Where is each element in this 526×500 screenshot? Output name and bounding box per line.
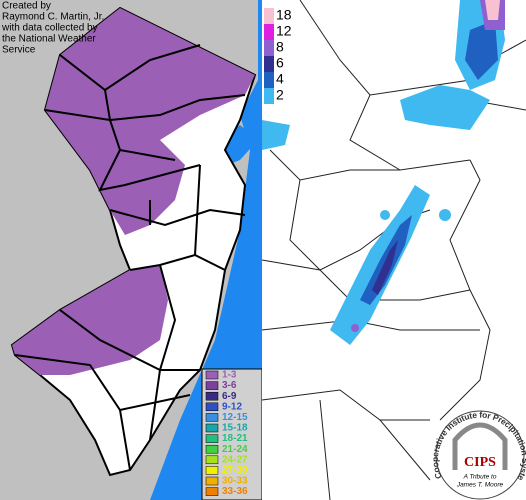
legend-label: 12 <box>276 23 292 39</box>
logo-name: CIPS <box>464 455 496 470</box>
legend-swatch <box>264 40 274 56</box>
snow-zone-south <box>12 265 168 375</box>
snowfall <box>262 0 505 345</box>
legend-label: 24-27 <box>222 454 248 465</box>
legend-swatch <box>205 476 219 486</box>
legend-swatch <box>264 88 274 104</box>
county-lines <box>14 44 246 471</box>
legend-swatch <box>205 444 219 454</box>
legend-swatch <box>264 8 274 24</box>
legend-swatch <box>264 24 274 40</box>
legend-label: 1-3 <box>222 370 237 381</box>
legend-swatch <box>205 402 219 412</box>
legend-label: 9-12 <box>222 401 242 412</box>
legend-label: 27-30 <box>222 465 248 476</box>
credit-line: Raymond C. Martin, Jr. <box>2 12 104 23</box>
legend-label: 4 <box>276 71 284 87</box>
credit-line: the National Weather <box>2 34 96 45</box>
legend-swatch <box>205 381 219 390</box>
legend-swatch <box>205 370 219 380</box>
legend-swatch <box>205 466 219 475</box>
legend-swatch <box>205 391 219 401</box>
legend-label: 2 <box>276 87 284 103</box>
snow-zone-north <box>45 8 255 235</box>
logo-ring <box>435 410 525 500</box>
credit-line: with data collected by <box>1 23 98 34</box>
legend-swatch <box>264 56 274 72</box>
legend-label: 21-24 <box>222 444 248 455</box>
legend-label: 3-6 <box>222 380 237 391</box>
legend-swatch <box>205 413 219 422</box>
legend-swatch <box>205 423 219 433</box>
logo-tribute: A Tribute to <box>463 474 497 481</box>
legend-label: 30-33 <box>222 476 248 487</box>
legend-swatch <box>264 72 274 88</box>
credit-line: Service <box>2 45 36 56</box>
legend-swatch <box>205 434 219 443</box>
legend-swatch <box>205 487 219 496</box>
legend-label: 15-18 <box>222 423 248 434</box>
legend-label: 6-9 <box>222 391 237 402</box>
logo-arch <box>452 422 508 470</box>
logo-tribute: James T. Moore <box>456 482 504 489</box>
state-lines <box>261 0 526 500</box>
legend-label: 12-15 <box>222 412 248 423</box>
credit-line: Created by <box>2 1 51 12</box>
legend-label: 33-36 <box>222 486 248 497</box>
legend-label: 8 <box>276 39 284 55</box>
legend-label: 18-21 <box>222 433 248 444</box>
nj-legend: 1-33-66-99-1212-1515-1818-2121-2424-2727… <box>205 370 248 497</box>
legend-label: 6 <box>276 55 284 71</box>
legend-label: 18 <box>276 7 292 23</box>
legend-swatch <box>205 455 219 465</box>
